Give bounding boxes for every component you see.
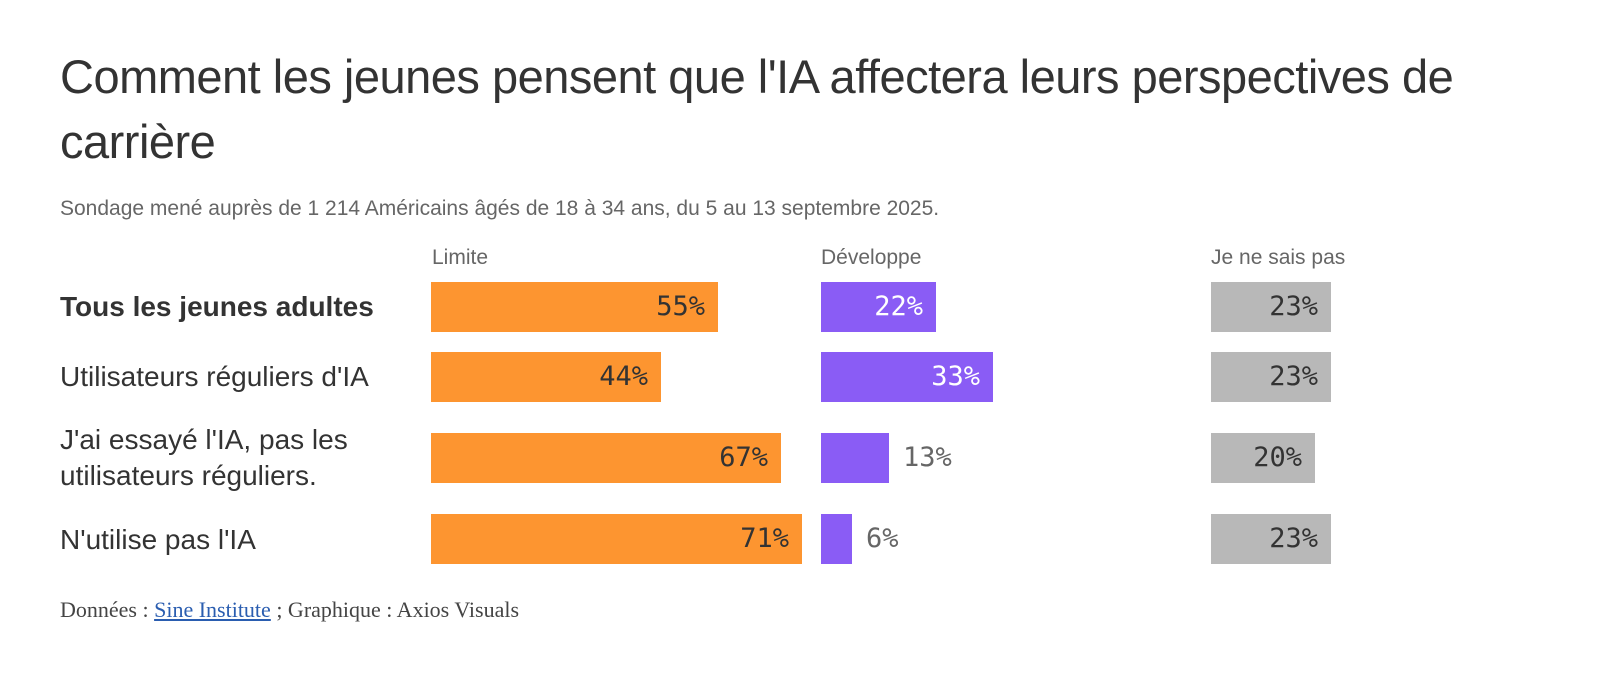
source-prefix: Données : bbox=[60, 597, 155, 622]
chart-subtitle: Sondage mené auprès de 1 214 Américains … bbox=[60, 197, 940, 220]
row-label: Utilisateurs réguliers d'IA bbox=[60, 361, 369, 392]
value-label-limite: 44% bbox=[599, 361, 648, 392]
bar-nsp bbox=[1211, 433, 1315, 483]
col-head-nsp: Je ne sais pas bbox=[1211, 246, 1346, 269]
bar-developpe bbox=[821, 352, 993, 402]
source-note: Données : Sine Institute ; Graphique : A… bbox=[60, 597, 519, 623]
row-label: Tous les jeunes adultes bbox=[60, 291, 374, 322]
value-label-limite: 67% bbox=[719, 442, 768, 473]
bar-nsp bbox=[1211, 282, 1331, 332]
chart-title: Comment les jeunes pensent que l'IA affe… bbox=[60, 50, 1454, 168]
value-label-nsp: 23% bbox=[1269, 523, 1318, 554]
bar-nsp bbox=[1211, 514, 1331, 564]
bar-limite bbox=[431, 433, 781, 483]
value-label-developpe: 33% bbox=[931, 361, 980, 392]
value-label-limite: 55% bbox=[656, 291, 705, 322]
value-label-nsp: 23% bbox=[1269, 291, 1318, 322]
value-label-developpe: 13% bbox=[903, 442, 952, 473]
bar-limite bbox=[431, 282, 718, 332]
value-label-developpe: 6% bbox=[866, 523, 899, 554]
value-label-nsp: 23% bbox=[1269, 361, 1318, 392]
bar-nsp bbox=[1211, 352, 1331, 402]
bar-developpe bbox=[821, 433, 889, 483]
value-label-nsp: 20% bbox=[1253, 442, 1302, 473]
value-label-developpe: 22% bbox=[874, 291, 923, 322]
source-link[interactable]: Sine Institute bbox=[154, 597, 271, 622]
source-suffix: ; Graphique : Axios Visuals bbox=[270, 597, 520, 622]
value-label-limite: 71% bbox=[740, 523, 789, 554]
bar-limite bbox=[431, 352, 661, 402]
col-head-limite: Limite bbox=[432, 246, 489, 269]
bar-developpe bbox=[821, 514, 852, 564]
row-label: J'ai essayé l'IA, pas les utilisateurs r… bbox=[60, 424, 348, 491]
bar-limite bbox=[431, 514, 802, 564]
bar-developpe bbox=[821, 282, 936, 332]
row-label: N'utilise pas l'IA bbox=[60, 524, 256, 555]
col-head-developpe: Développe bbox=[821, 246, 922, 269]
